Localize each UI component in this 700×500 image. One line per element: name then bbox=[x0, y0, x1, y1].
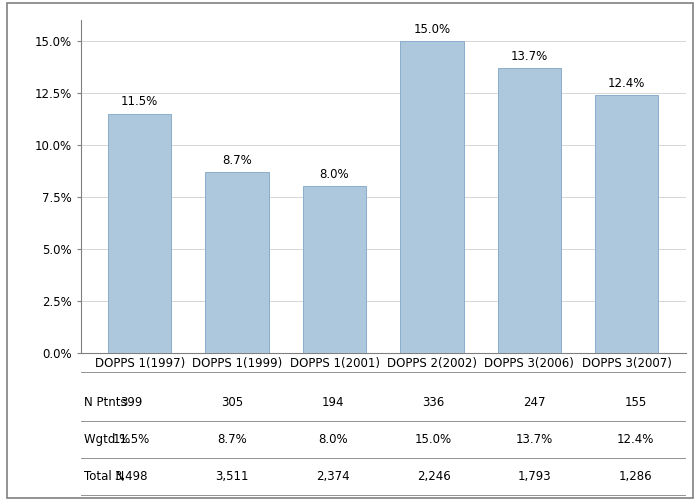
Text: 399: 399 bbox=[120, 396, 142, 408]
Text: 13.7%: 13.7% bbox=[511, 50, 548, 62]
Text: 15.0%: 15.0% bbox=[415, 432, 452, 446]
Bar bbox=[498, 68, 561, 352]
Text: Wgtd %: Wgtd % bbox=[83, 432, 130, 446]
Text: 336: 336 bbox=[423, 396, 445, 408]
Text: 3,498: 3,498 bbox=[114, 470, 148, 483]
Text: 155: 155 bbox=[624, 396, 647, 408]
Text: 8.0%: 8.0% bbox=[318, 432, 348, 446]
Text: 2,374: 2,374 bbox=[316, 470, 349, 483]
Text: 8.0%: 8.0% bbox=[320, 168, 349, 181]
Text: 12.4%: 12.4% bbox=[617, 432, 655, 446]
Text: 13.7%: 13.7% bbox=[516, 432, 553, 446]
Bar bbox=[400, 41, 463, 352]
Bar bbox=[595, 95, 659, 352]
Text: N Ptnts: N Ptnts bbox=[83, 396, 126, 408]
Text: 8.7%: 8.7% bbox=[217, 432, 246, 446]
Text: 2,246: 2,246 bbox=[416, 470, 451, 483]
Text: 11.5%: 11.5% bbox=[112, 432, 150, 446]
Text: 1,286: 1,286 bbox=[619, 470, 652, 483]
Text: 305: 305 bbox=[220, 396, 243, 408]
Text: 15.0%: 15.0% bbox=[414, 22, 451, 36]
Text: 194: 194 bbox=[321, 396, 344, 408]
Text: 247: 247 bbox=[524, 396, 546, 408]
Text: 1,793: 1,793 bbox=[518, 470, 552, 483]
Text: 3,511: 3,511 bbox=[215, 470, 248, 483]
Text: 12.4%: 12.4% bbox=[608, 76, 645, 90]
Text: 11.5%: 11.5% bbox=[121, 96, 158, 108]
Bar bbox=[205, 172, 269, 352]
Bar bbox=[303, 186, 366, 352]
Text: 8.7%: 8.7% bbox=[222, 154, 252, 166]
Bar bbox=[108, 114, 172, 352]
Text: Total N: Total N bbox=[83, 470, 124, 483]
